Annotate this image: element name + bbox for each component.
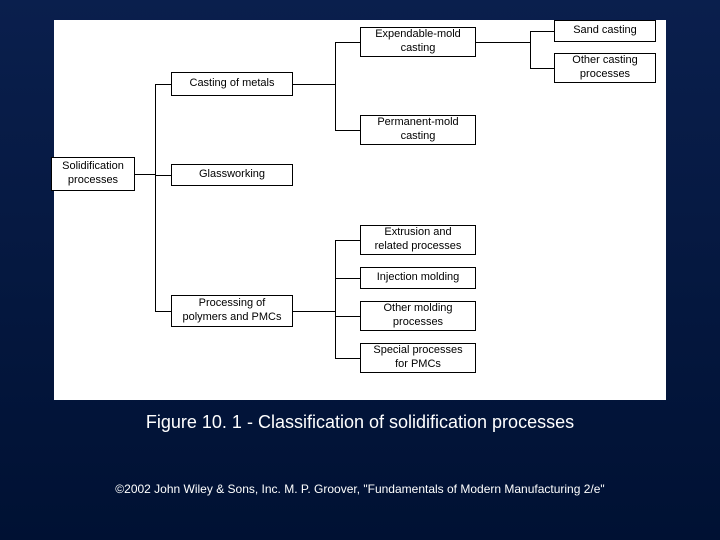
node-n1: Casting of metals xyxy=(171,72,293,96)
node-n2: Glassworking xyxy=(171,164,293,186)
figure-caption: Figure 10. 1 - Classification of solidif… xyxy=(0,412,720,433)
node-n3a: Extrusion andrelated processes xyxy=(360,225,476,255)
node-n3d: Special processesfor PMCs xyxy=(360,343,476,373)
connector-line xyxy=(335,42,336,131)
connector-line xyxy=(335,358,360,359)
connector-line xyxy=(293,311,335,312)
node-n1a2: Other castingprocesses xyxy=(554,53,656,83)
connector-line xyxy=(155,311,171,312)
node-n3b: Injection molding xyxy=(360,267,476,289)
connector-line xyxy=(530,68,554,69)
node-root: Solidificationprocesses xyxy=(51,157,135,191)
connector-line xyxy=(155,84,171,85)
connector-line xyxy=(335,278,360,279)
node-n1b: Permanent-moldcasting xyxy=(360,115,476,145)
node-n3: Processing ofpolymers and PMCs xyxy=(171,295,293,327)
connector-line xyxy=(530,31,554,32)
connector-line xyxy=(293,84,335,85)
connector-line xyxy=(155,175,171,176)
connector-line xyxy=(155,84,156,312)
copyright-text: ©2002 John Wiley & Sons, Inc. M. P. Groo… xyxy=(0,482,720,496)
node-n1a1: Sand casting xyxy=(554,20,656,42)
diagram-area: Solidificationprocesses Casting of metals… xyxy=(54,20,666,400)
node-n1a: Expendable-moldcasting xyxy=(360,27,476,57)
connector-line xyxy=(335,240,336,359)
connector-line xyxy=(476,42,530,43)
node-n3c: Other moldingprocesses xyxy=(360,301,476,331)
connector-line xyxy=(335,130,360,131)
connector-line xyxy=(530,31,531,69)
connector-line xyxy=(335,42,360,43)
connector-line xyxy=(135,174,155,175)
connector-line xyxy=(335,316,360,317)
connector-line xyxy=(335,240,360,241)
